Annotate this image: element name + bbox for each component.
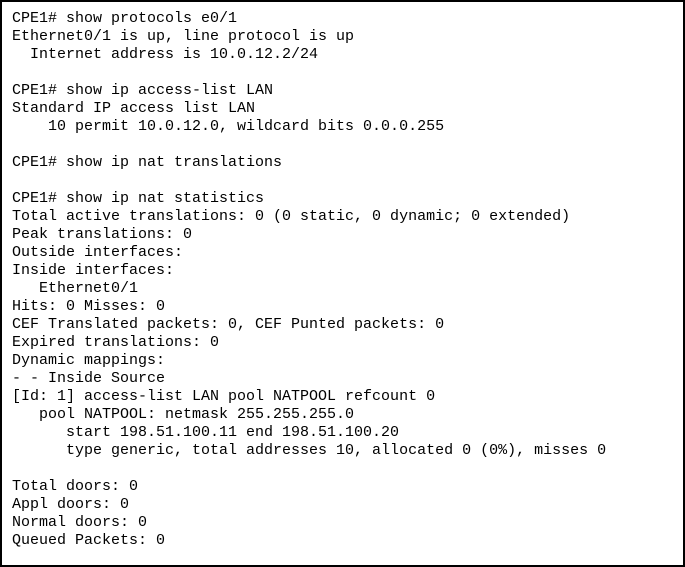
terminal-line: Internet address is 10.0.12.2/24 — [12, 46, 673, 64]
terminal-line: Ethernet0/1 — [12, 280, 673, 298]
terminal-line: CEF Translated packets: 0, CEF Punted pa… — [12, 316, 673, 334]
terminal-line: Expired translations: 0 — [12, 334, 673, 352]
terminal-output: CPE1# show protocols e0/1Ethernet0/1 is … — [0, 0, 685, 567]
terminal-line: Queued Packets: 0 — [12, 532, 673, 550]
terminal-line: pool NATPOOL: netmask 255.255.255.0 — [12, 406, 673, 424]
terminal-line — [12, 136, 673, 154]
terminal-line: Outside interfaces: — [12, 244, 673, 262]
terminal-line: [Id: 1] access-list LAN pool NATPOOL ref… — [12, 388, 673, 406]
terminal-line — [12, 172, 673, 190]
terminal-line: Dynamic mappings: — [12, 352, 673, 370]
terminal-line: Standard IP access list LAN — [12, 100, 673, 118]
terminal-line: - - Inside Source — [12, 370, 673, 388]
terminal-line — [12, 64, 673, 82]
terminal-line: Total active translations: 0 (0 static, … — [12, 208, 673, 226]
terminal-line: Normal doors: 0 — [12, 514, 673, 532]
terminal-line: Peak translations: 0 — [12, 226, 673, 244]
terminal-line: Total doors: 0 — [12, 478, 673, 496]
terminal-line: start 198.51.100.11 end 198.51.100.20 — [12, 424, 673, 442]
terminal-line: Inside interfaces: — [12, 262, 673, 280]
terminal-line: Hits: 0 Misses: 0 — [12, 298, 673, 316]
terminal-line: Ethernet0/1 is up, line protocol is up — [12, 28, 673, 46]
terminal-line — [12, 460, 673, 478]
terminal-line: Appl doors: 0 — [12, 496, 673, 514]
terminal-line: type generic, total addresses 10, alloca… — [12, 442, 673, 460]
terminal-line: CPE1# show ip nat translations — [12, 154, 673, 172]
terminal-line: CPE1# show ip access-list LAN — [12, 82, 673, 100]
terminal-line: CPE1# show protocols e0/1 — [12, 10, 673, 28]
terminal-line: CPE1# show ip nat statistics — [12, 190, 673, 208]
terminal-line: 10 permit 10.0.12.0, wildcard bits 0.0.0… — [12, 118, 673, 136]
